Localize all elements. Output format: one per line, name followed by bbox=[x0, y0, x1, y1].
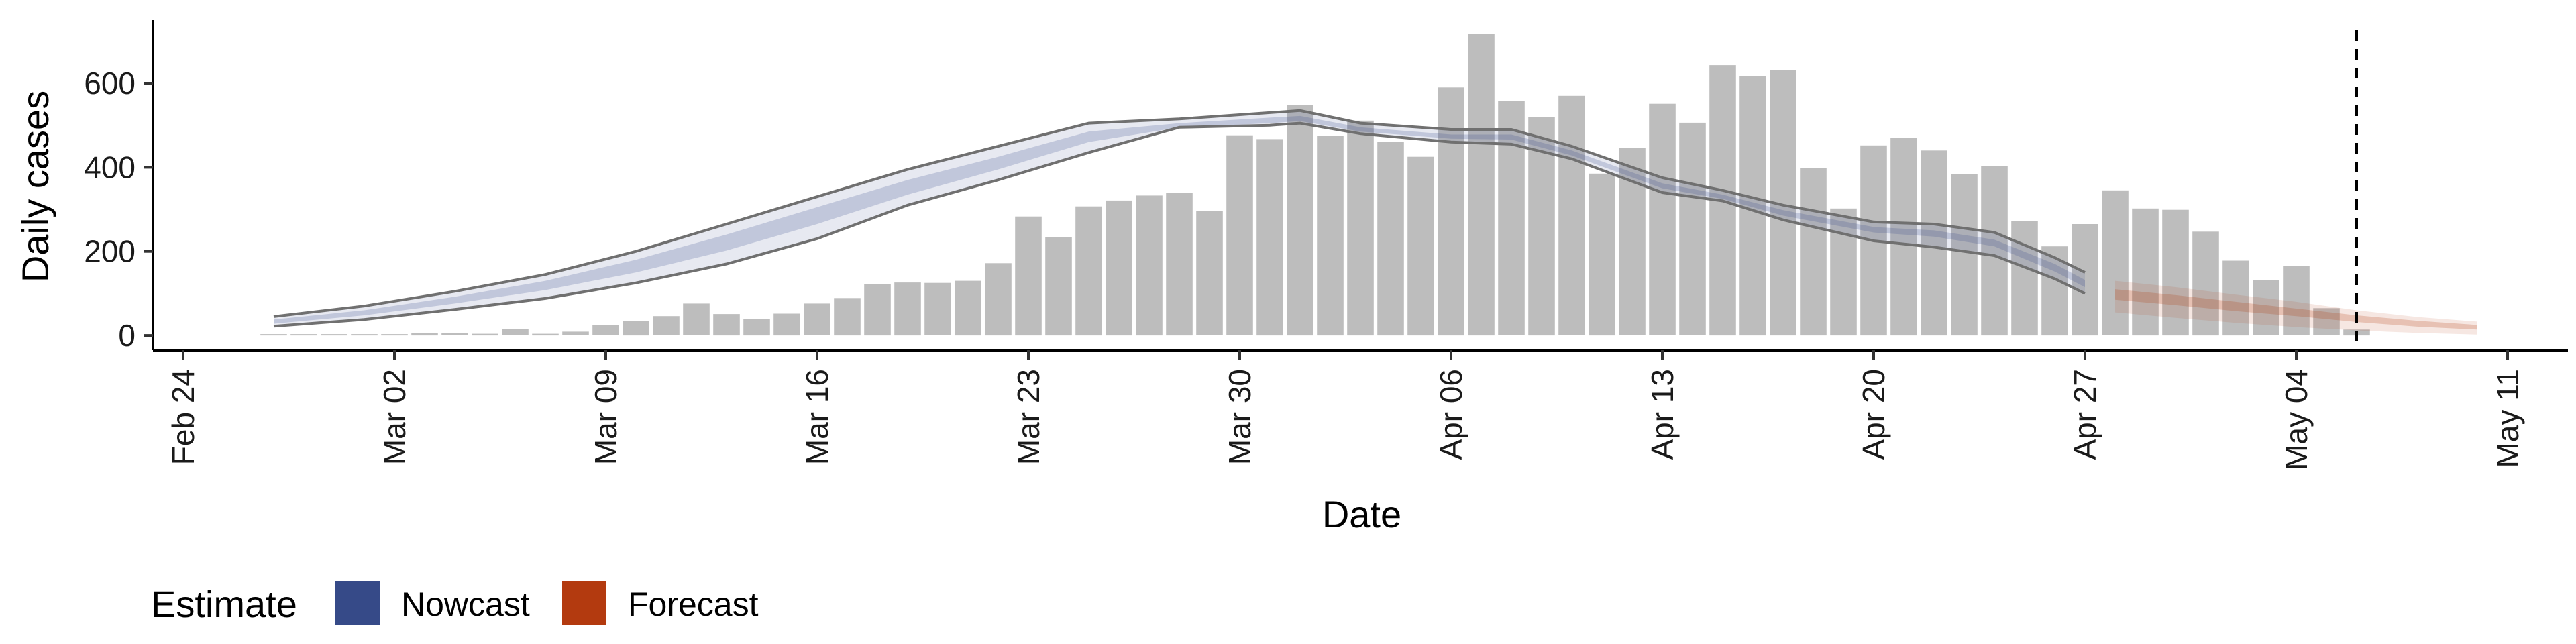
forecast-inner-band bbox=[2115, 289, 2477, 330]
x-ticks: Feb 24 Mar 02 Mar 09 Mar 16 Mar 23 Mar 30 Apr … bbox=[166, 350, 2525, 470]
nowcast-upper-line bbox=[273, 109, 2086, 318]
y-tick-label: 0 bbox=[118, 318, 136, 353]
bar bbox=[1166, 193, 1193, 336]
bar bbox=[1256, 139, 1283, 336]
bar bbox=[864, 284, 891, 336]
bar bbox=[1739, 76, 1766, 336]
bar bbox=[1377, 142, 1404, 336]
bar bbox=[955, 280, 981, 336]
y-tick-label: 400 bbox=[84, 150, 136, 184]
legend-swatch-forecast bbox=[562, 581, 606, 625]
bar bbox=[713, 314, 740, 336]
bar bbox=[1951, 174, 1978, 336]
bar bbox=[1679, 122, 1706, 335]
bar bbox=[653, 316, 680, 335]
bar bbox=[2072, 224, 2098, 336]
x-tick-label: May 04 bbox=[2279, 369, 2314, 470]
bar bbox=[894, 282, 921, 336]
bar bbox=[2253, 280, 2279, 335]
legend-label-nowcast: Nowcast bbox=[401, 586, 530, 623]
y-tick-label: 600 bbox=[84, 66, 136, 101]
legend-title: Estimate bbox=[151, 583, 297, 625]
bar bbox=[683, 303, 710, 335]
bar bbox=[351, 334, 378, 336]
bar bbox=[1287, 105, 1313, 336]
x-tick-label: Mar 09 bbox=[588, 369, 623, 465]
x-tick-label: Mar 02 bbox=[377, 369, 412, 465]
bar bbox=[1830, 208, 1857, 336]
x-tick-label: Mar 16 bbox=[800, 369, 835, 465]
x-tick-label: Apr 06 bbox=[1434, 369, 1468, 460]
x-tick-label: Apr 20 bbox=[1856, 369, 1891, 460]
nowcast-lower-line bbox=[273, 121, 2086, 328]
x-tick-label: Apr 13 bbox=[1645, 369, 1680, 460]
nowcast-inner-band bbox=[274, 115, 2085, 324]
bar bbox=[1075, 206, 1102, 336]
bar bbox=[2132, 208, 2159, 336]
bar bbox=[2162, 209, 2189, 336]
bar bbox=[1981, 166, 2008, 336]
nowcast-layer bbox=[273, 109, 2086, 328]
y-ticks: 0 200 400 600 bbox=[84, 66, 153, 353]
bar bbox=[2192, 231, 2219, 336]
bar bbox=[623, 321, 649, 336]
bar bbox=[2102, 190, 2129, 335]
bar bbox=[260, 334, 287, 336]
bar bbox=[321, 334, 347, 336]
bar bbox=[562, 331, 589, 335]
bar bbox=[1015, 216, 1042, 336]
x-tick-label: Mar 23 bbox=[1011, 369, 1046, 465]
bar bbox=[1136, 195, 1163, 336]
y-tick-label: 200 bbox=[84, 234, 136, 269]
bar bbox=[804, 303, 830, 335]
bar bbox=[381, 334, 408, 336]
bar bbox=[1800, 168, 1827, 336]
bar bbox=[1347, 120, 1374, 336]
bar bbox=[1045, 237, 1072, 336]
bar bbox=[773, 313, 800, 336]
bar bbox=[2313, 308, 2340, 335]
forecast-outer-band bbox=[2115, 280, 2477, 335]
bar bbox=[1106, 200, 1132, 336]
bar bbox=[1589, 173, 1615, 336]
bar bbox=[743, 319, 770, 336]
bar bbox=[1317, 136, 1344, 336]
legend-swatch-nowcast bbox=[335, 581, 380, 625]
bar bbox=[441, 333, 468, 335]
bar bbox=[1226, 135, 1253, 335]
bar bbox=[1649, 103, 1676, 335]
bar bbox=[1196, 211, 1223, 335]
bar bbox=[834, 298, 861, 336]
x-tick-label: May 11 bbox=[2490, 369, 2525, 468]
bar bbox=[1558, 95, 1585, 336]
bar bbox=[985, 263, 1012, 336]
bar bbox=[1407, 156, 1434, 336]
bar bbox=[472, 333, 498, 336]
forecast-layer bbox=[2115, 280, 2477, 335]
bar bbox=[1498, 101, 1525, 336]
x-tick-label: Mar 30 bbox=[1222, 369, 1257, 465]
x-axis-title: Date bbox=[1322, 493, 1401, 535]
bar bbox=[1921, 150, 1947, 336]
bar bbox=[290, 334, 317, 336]
nowcast-outer-band bbox=[274, 110, 2085, 327]
x-tick-label: Apr 27 bbox=[2068, 369, 2102, 460]
x-tick-label: Feb 24 bbox=[166, 369, 201, 465]
bar bbox=[1890, 138, 1917, 336]
bar bbox=[1438, 87, 1464, 336]
bar bbox=[2222, 260, 2249, 336]
bar bbox=[592, 325, 619, 335]
legend-label-forecast: Forecast bbox=[628, 586, 759, 623]
bar bbox=[411, 333, 438, 336]
legend: Estimate Nowcast Forecast bbox=[151, 581, 759, 625]
bar bbox=[2283, 266, 2310, 335]
bar bbox=[924, 282, 951, 335]
y-axis-title: Daily cases bbox=[14, 91, 56, 282]
bar bbox=[502, 329, 529, 335]
bar bbox=[1468, 34, 1495, 336]
bar bbox=[2011, 221, 2038, 336]
bar bbox=[532, 333, 559, 336]
